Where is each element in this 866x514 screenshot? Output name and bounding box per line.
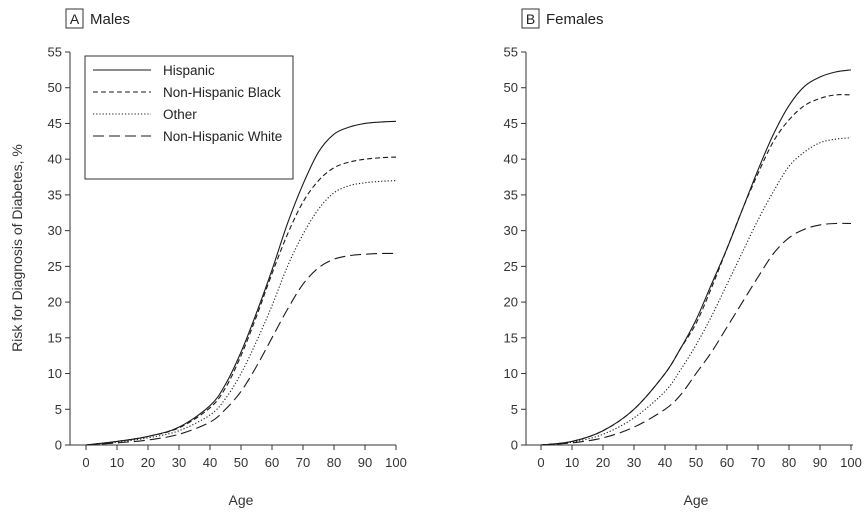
y-tick-label: 30 bbox=[504, 223, 518, 238]
legend-label: Non-Hispanic White bbox=[163, 129, 282, 144]
x-tick-label: 70 bbox=[751, 455, 765, 470]
legend: Hispanic Non-Hispanic Black Other Non-Hispa… bbox=[84, 55, 294, 180]
x-tick-label: 40 bbox=[658, 455, 672, 470]
series-line-non-hispanic-black bbox=[85, 156, 397, 446]
y-tick-label: 40 bbox=[504, 152, 518, 167]
x-tick-label: 90 bbox=[358, 455, 372, 470]
x-tick-label: 50 bbox=[689, 455, 703, 470]
series-line-non-hispanic-white bbox=[540, 222, 852, 446]
x-tick-label: 80 bbox=[782, 455, 796, 470]
y-tick-label: 25 bbox=[504, 259, 518, 274]
x-tick-label: 20 bbox=[596, 455, 610, 470]
y-tick-label: 50 bbox=[504, 80, 518, 95]
panel-title: Males bbox=[90, 11, 130, 28]
x-tick-label: 0 bbox=[82, 455, 89, 470]
y-tick-label: 15 bbox=[48, 330, 62, 345]
y-tick-label: 10 bbox=[504, 366, 518, 381]
y-tick-label: 15 bbox=[504, 330, 518, 345]
x-axis-title: Age bbox=[229, 492, 254, 508]
y-axis-title: Risk for Diagnosis of Diabetes, % bbox=[9, 144, 25, 352]
y-tick-label: 0 bbox=[55, 438, 62, 453]
panel-females: B Females 0 5 10 15 20 25 30 35 40 45 50 55 0 10 20 30 40 5… bbox=[504, 8, 862, 508]
panel-letter: B bbox=[526, 11, 535, 27]
x-tick-label: 20 bbox=[141, 455, 155, 470]
y-tick-label: 0 bbox=[511, 438, 518, 453]
y-tick-label: 50 bbox=[48, 80, 62, 95]
x-tick-label: 100 bbox=[385, 455, 407, 470]
series-line-other bbox=[540, 137, 852, 446]
y-tick-label: 55 bbox=[48, 45, 62, 60]
x-tick-label: 10 bbox=[110, 455, 124, 470]
series-line-hispanic bbox=[85, 120, 397, 446]
x-tick-label: 100 bbox=[840, 455, 862, 470]
y-tick-label: 20 bbox=[504, 295, 518, 310]
y-tick-label: 30 bbox=[48, 223, 62, 238]
x-tick-label: 10 bbox=[565, 455, 579, 470]
y-tick-label: 55 bbox=[504, 45, 518, 60]
panel-title: Females bbox=[546, 11, 604, 28]
x-tick-label: 50 bbox=[234, 455, 248, 470]
y-tick-label: 20 bbox=[48, 295, 62, 310]
legend-label: Other bbox=[163, 107, 197, 122]
y-tick-label: 35 bbox=[48, 187, 62, 202]
x-tick-label: 30 bbox=[172, 455, 186, 470]
legend-label: Hispanic bbox=[163, 63, 215, 78]
y-tick-label: 45 bbox=[504, 116, 518, 131]
panel-males: A Males 0 5 10 15 20 25 30 35 40 45 50 55 0 10 20 30 40 50 6… bbox=[48, 8, 407, 508]
x-axis-title: Age bbox=[684, 492, 709, 508]
y-tick-label: 5 bbox=[55, 402, 62, 417]
x-tick-label: 60 bbox=[265, 455, 279, 470]
y-tick-label: 35 bbox=[504, 187, 518, 202]
panel-letter-box bbox=[521, 8, 540, 29]
series-line-other bbox=[85, 180, 397, 446]
series-line-non-hispanic-white bbox=[85, 252, 397, 446]
x-tick-label: 60 bbox=[720, 455, 734, 470]
x-tick-label: 90 bbox=[813, 455, 827, 470]
legend-box bbox=[84, 55, 294, 180]
series-line-non-hispanic-black bbox=[540, 94, 852, 446]
panel-letter-box bbox=[65, 8, 84, 29]
y-tick-label: 10 bbox=[48, 366, 62, 381]
x-tick-label: 30 bbox=[627, 455, 641, 470]
x-tick-label: 80 bbox=[327, 455, 341, 470]
x-tick-label: 70 bbox=[296, 455, 310, 470]
x-tick-label: 40 bbox=[203, 455, 217, 470]
legend-label: Non-Hispanic Black bbox=[163, 85, 281, 100]
series-line-hispanic bbox=[540, 69, 852, 446]
y-tick-label: 45 bbox=[48, 116, 62, 131]
y-tick-label: 25 bbox=[48, 259, 62, 274]
y-tick-label: 40 bbox=[48, 152, 62, 167]
panel-letter: A bbox=[70, 11, 80, 27]
y-tick-label: 5 bbox=[511, 402, 518, 417]
x-tick-label: 0 bbox=[537, 455, 544, 470]
